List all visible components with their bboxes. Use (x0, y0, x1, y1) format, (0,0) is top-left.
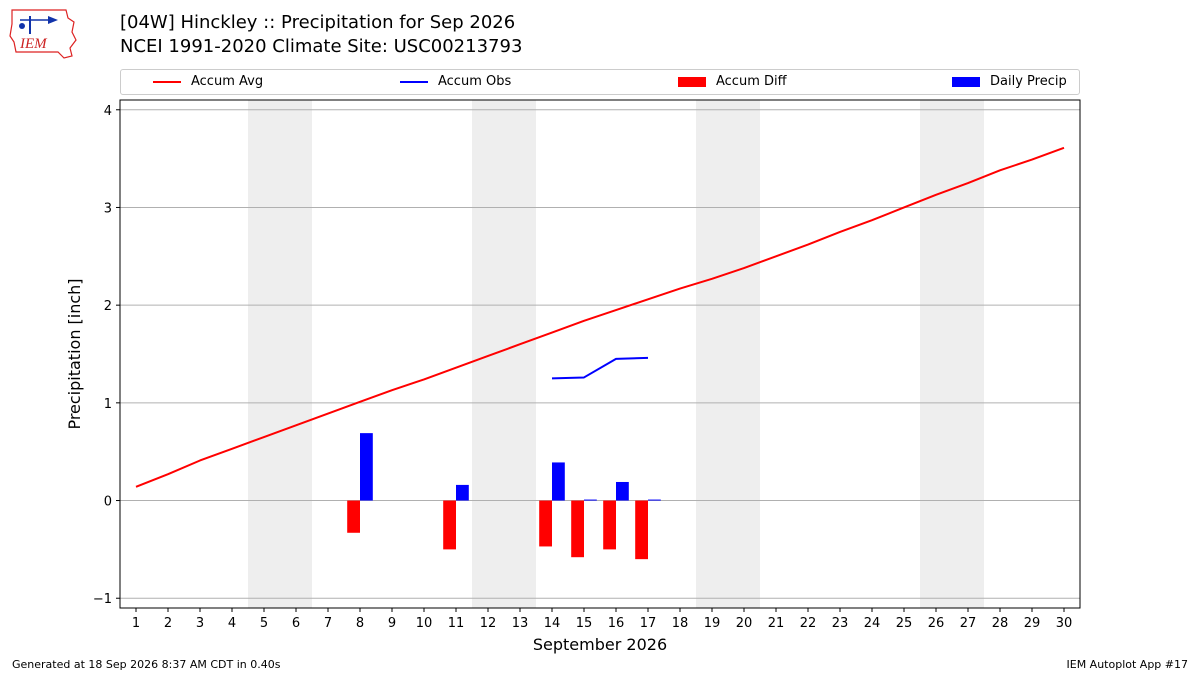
x-tick-label: 9 (388, 616, 396, 631)
y-axis-label: Precipitation [inch] (65, 278, 84, 429)
daily-precip-bar (360, 433, 373, 501)
chart-title: [04W] Hinckley :: Precipitation for Sep … (120, 12, 516, 33)
accum-diff-bar (571, 500, 584, 558)
x-tick-label: 27 (960, 616, 977, 631)
y-tick-label: 3 (104, 201, 112, 216)
x-tick-label: 22 (800, 616, 817, 631)
x-tick-label: 1 (132, 616, 140, 631)
chart-legend: Accum Avg Accum Obs Accum Diff Daily Pre… (120, 69, 1080, 95)
weekend-shading-4 (920, 100, 984, 608)
weekend-shading-1 (248, 100, 312, 608)
x-tick-label: 28 (992, 616, 1009, 631)
legend-label-accum-obs: Accum Obs (438, 74, 512, 89)
x-tick-label: 19 (704, 616, 721, 631)
y-tick-label: 4 (104, 104, 112, 119)
accum-obs-line (551, 356, 649, 380)
y-tick-label: −1 (93, 592, 112, 607)
daily-precip-bar (456, 484, 469, 501)
x-tick-label: 12 (480, 616, 497, 631)
x-tick-label: 21 (768, 616, 785, 631)
x-axis-label: September 2026 (533, 635, 667, 654)
legend-swatch-daily-precip (952, 76, 980, 87)
logo-text: IEM (19, 36, 48, 52)
y-tick-label: 1 (104, 397, 112, 412)
x-tick-label: 7 (324, 616, 332, 631)
x-tick-label: 8 (356, 616, 364, 631)
legend-item-accum-obs: Accum Obs (400, 74, 511, 89)
accum-diff-bar (539, 500, 552, 547)
y-tick-label: 2 (104, 299, 112, 314)
daily-precip-bar (616, 481, 629, 501)
legend-label-daily-precip: Daily Precip (990, 74, 1067, 89)
legend-item-accum-diff: Accum Diff (678, 74, 787, 89)
x-tick-label: 3 (196, 616, 204, 631)
accum-diff-bar (443, 500, 456, 550)
x-tick-label: 17 (640, 616, 657, 631)
x-tick-label: 16 (608, 616, 625, 631)
accum-diff-bar (347, 500, 360, 533)
x-tick-label: 24 (864, 616, 881, 631)
x-tick-label: 4 (228, 616, 236, 631)
legend-swatch-accum-obs (400, 80, 428, 83)
x-tick-label: 5 (260, 616, 268, 631)
x-tick-label: 2 (164, 616, 172, 631)
weekend-shading-2 (472, 100, 536, 608)
legend-item-daily-precip: Daily Precip (952, 74, 1067, 89)
legend-label-accum-avg: Accum Avg (191, 74, 264, 89)
chart-subtitle: NCEI 1991-2020 Climate Site: USC00213793 (120, 36, 523, 57)
x-tick-label: 13 (512, 616, 529, 631)
generated-timestamp: Generated at 18 Sep 2026 8:37 AM CDT in … (12, 658, 281, 671)
x-tick-label: 10 (416, 616, 433, 631)
x-tick-label: 23 (832, 616, 849, 631)
y-tick-label: 0 (104, 495, 112, 510)
x-tick-label: 11 (448, 616, 465, 631)
daily-precip-bar (648, 499, 661, 501)
legend-label-accum-diff: Accum Diff (716, 74, 787, 89)
legend-item-accum-avg: Accum Avg (153, 74, 263, 89)
x-tick-label: 15 (576, 616, 593, 631)
weekend-shading-3 (696, 100, 760, 608)
legend-swatch-accum-diff (678, 76, 706, 87)
x-tick-label: 30 (1056, 616, 1073, 631)
x-tick-label: 18 (672, 616, 689, 631)
x-tick-label: 26 (928, 616, 945, 631)
app-credit: IEM Autoplot App #17 (1066, 658, 1189, 671)
daily-precip-bar (552, 462, 565, 501)
x-tick-label: 6 (292, 616, 300, 631)
plot-frame (119, 99, 1081, 609)
accum-avg-line (135, 146, 1065, 488)
accum-diff-bar (635, 500, 648, 560)
x-tick-label: 25 (896, 616, 913, 631)
x-tick-label: 20 (736, 616, 753, 631)
legend-swatch-accum-avg (153, 80, 181, 83)
accum-diff-bar (603, 500, 616, 550)
x-tick-label: 14 (544, 616, 561, 631)
x-tick-label: 29 (1024, 616, 1041, 631)
daily-precip-bar (584, 499, 597, 501)
iem-logo: IEM (9, 9, 77, 59)
